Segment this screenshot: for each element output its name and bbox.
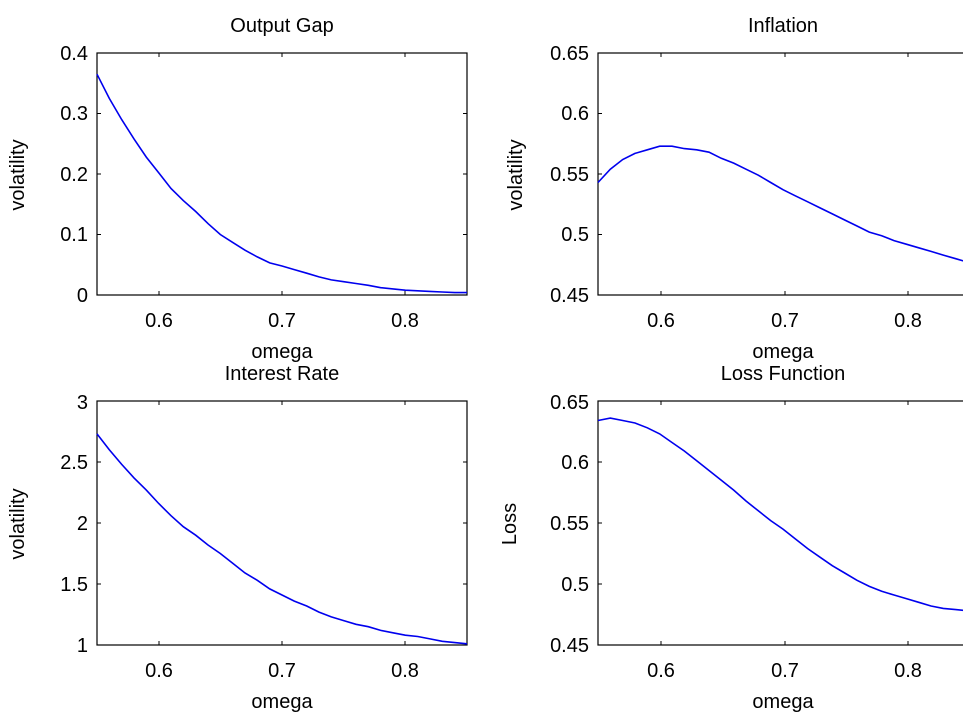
x-tick-labels: 0.6 0.7 0.8 xyxy=(145,660,419,682)
series-line-interest-rate xyxy=(96,433,468,645)
y-axis-label: volatility xyxy=(7,488,29,559)
x-tick-marks xyxy=(158,401,406,645)
subplot-output-gap: Output Gap volatility omega 0.6 0.7 0.8 … xyxy=(7,15,468,363)
subplot-loss-function: Loss Function Loss omega 0.6 0.7 0.8 0.4… xyxy=(499,363,963,713)
x-tick-label: 0.6 xyxy=(145,660,173,682)
y-tick-marks xyxy=(97,461,467,585)
y-tick-label: 0.5 xyxy=(561,224,589,246)
x-tick-marks xyxy=(660,53,909,295)
y-tick-label: 0.6 xyxy=(561,452,589,474)
y-tick-label: 1.5 xyxy=(60,574,88,596)
y-tick-label: 0.3 xyxy=(60,103,88,125)
x-tick-label: 0.8 xyxy=(894,660,922,682)
chart-title: Loss Function xyxy=(721,363,846,385)
y-tick-marks xyxy=(598,461,602,585)
x-tick-marks xyxy=(660,401,909,645)
y-tick-label: 0.6 xyxy=(561,103,589,125)
series-line-inflation xyxy=(597,145,963,262)
y-tick-label: 2.5 xyxy=(60,452,88,474)
x-tick-label: 0.7 xyxy=(771,310,799,332)
chart-title: Inflation xyxy=(748,15,818,37)
y-tick-label: 0.55 xyxy=(550,164,589,186)
chart-title: Output Gap xyxy=(230,15,333,37)
y-axis-label: Loss xyxy=(499,503,521,545)
y-tick-labels: 1 1.5 2 2.5 3 xyxy=(60,392,88,657)
x-tick-label: 0.8 xyxy=(894,310,922,332)
y-tick-label: 0 xyxy=(77,285,88,307)
y-tick-label: 0.55 xyxy=(550,513,589,535)
x-tick-labels: 0.6 0.7 0.8 xyxy=(145,310,419,332)
series-line-loss-function xyxy=(597,417,963,612)
x-tick-labels: 0.6 0.7 0.8 xyxy=(647,310,922,332)
y-tick-label: 2 xyxy=(77,513,88,535)
y-tick-label: 0.65 xyxy=(550,392,589,414)
y-tick-label: 0.2 xyxy=(60,164,88,186)
y-tick-labels: 0 0.1 0.2 0.3 0.4 xyxy=(60,43,88,307)
x-tick-label: 0.6 xyxy=(647,660,675,682)
y-tick-marks xyxy=(598,113,602,235)
y-tick-marks xyxy=(97,113,467,235)
x-axis-label: omega xyxy=(752,341,814,363)
y-tick-label: 3 xyxy=(77,392,88,414)
y-tick-label: 0.45 xyxy=(550,285,589,307)
y-tick-label: 1 xyxy=(77,635,88,657)
x-tick-label: 0.7 xyxy=(268,310,296,332)
y-tick-label: 0.5 xyxy=(561,574,589,596)
x-tick-marks xyxy=(158,53,406,295)
y-tick-labels: 0.45 0.5 0.55 0.6 0.65 xyxy=(550,43,589,307)
subplot-inflation: Inflation volatility omega 0.6 0.7 0.8 0… xyxy=(505,15,963,363)
x-tick-label: 0.6 xyxy=(145,310,173,332)
x-axis-label: omega xyxy=(251,341,313,363)
y-axis-label: volatility xyxy=(7,139,29,210)
y-tick-label: 0.45 xyxy=(550,635,589,657)
y-tick-label: 0.4 xyxy=(60,43,88,65)
x-tick-labels: 0.6 0.7 0.8 xyxy=(647,660,922,682)
y-tick-label: 0.65 xyxy=(550,43,589,65)
x-tick-label: 0.8 xyxy=(391,660,419,682)
x-tick-label: 0.8 xyxy=(391,310,419,332)
y-tick-label: 0.1 xyxy=(60,224,88,246)
subplot-interest-rate: Interest Rate volatility omega 0.6 0.7 0… xyxy=(7,363,468,713)
x-axis-label: omega xyxy=(752,691,814,713)
series-line-output-gap xyxy=(96,73,467,294)
chart-title: Interest Rate xyxy=(225,363,340,385)
x-tick-label: 0.7 xyxy=(268,660,296,682)
y-axis-label: volatility xyxy=(505,139,527,210)
y-tick-labels: 0.45 0.5 0.55 0.6 0.65 xyxy=(550,392,589,657)
x-tick-label: 0.6 xyxy=(647,310,675,332)
x-tick-label: 0.7 xyxy=(771,660,799,682)
x-axis-label: omega xyxy=(251,691,313,713)
